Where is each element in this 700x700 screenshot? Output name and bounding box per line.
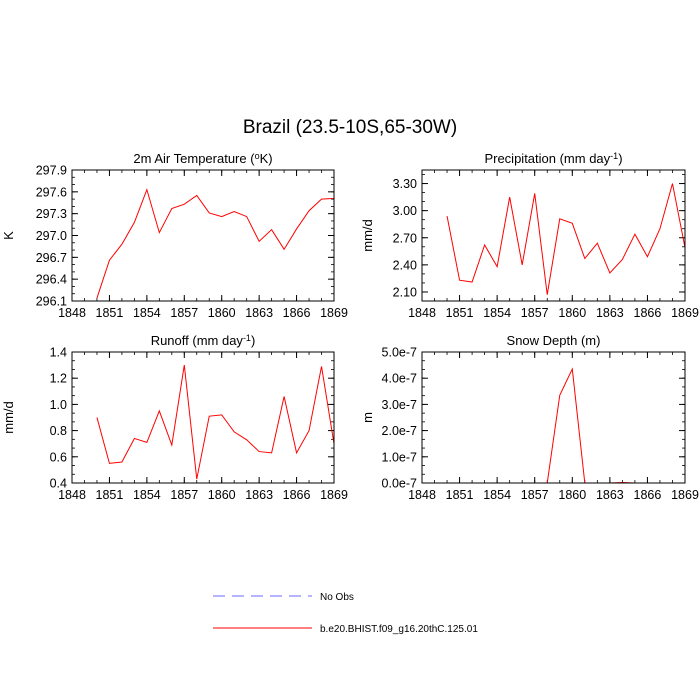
y-tick-label: 1.0e-7 [382, 450, 417, 464]
x-tick-label: 1869 [671, 306, 699, 320]
y-tick-label: 1.2 [50, 372, 67, 386]
y-axis-label: mm/d [360, 219, 375, 252]
x-tick-label: 1857 [170, 488, 198, 502]
x-tick-label: 1866 [283, 306, 311, 320]
plot-frame [71, 169, 335, 302]
y-axis-label: m [360, 412, 375, 423]
x-tick-label: 1857 [521, 488, 549, 502]
x-tick-label: 1860 [208, 488, 236, 502]
y-tick-label: 0.8 [50, 424, 67, 438]
x-tick-label: 1866 [283, 488, 311, 502]
x-tick-label: 1854 [133, 306, 161, 320]
series-line-1 [447, 367, 685, 483]
y-tick-label: 1.4 [50, 346, 67, 360]
x-tick-label: 1860 [208, 306, 236, 320]
panel-title-superscript: -1 [243, 333, 251, 343]
legend-label: b.e20.BHIST.f09_g16.20thC.125.01 [320, 624, 478, 635]
x-tick-label: 1851 [446, 306, 474, 320]
x-tick-label: 1848 [408, 488, 436, 502]
y-tick-label: 297.0 [36, 229, 67, 243]
x-tick-label: 1857 [170, 306, 198, 320]
y-axis-label: K [1, 231, 16, 240]
panel-title: Runoff (mm day-1) [151, 333, 256, 348]
y-tick-label: 297.9 [36, 164, 67, 178]
y-tick-label: 296.1 [36, 295, 67, 309]
x-tick-label: 1851 [446, 488, 474, 502]
y-tick-label: 1.0 [50, 398, 67, 412]
y-tick-label: 297.3 [36, 207, 67, 221]
x-tick-label: 1863 [596, 306, 624, 320]
legend: No Obs b.e20.BHIST.f09_g16.20thC.125.01 [213, 592, 478, 635]
x-tick-label: 1854 [133, 488, 161, 502]
y-tick-label: 5.0e-7 [382, 346, 417, 360]
x-tick-label: 1854 [483, 306, 511, 320]
panel-title: Snow Depth (m) [507, 333, 601, 348]
legend-item-1: No Obs [213, 592, 354, 603]
chart-panel-1: 2m Air Temperature (oK) 1848 1851 1854 1857 1… [1, 151, 348, 320]
series-line-1 [96, 188, 334, 299]
x-tick-label: 1866 [634, 306, 662, 320]
x-tick-label: 1854 [483, 488, 511, 502]
series-line-1 [446, 183, 685, 295]
x-tick-label: 1863 [245, 488, 273, 502]
x-tick-label: 1848 [58, 306, 86, 320]
x-tick-label: 1857 [521, 306, 549, 320]
x-tick-label: 1851 [96, 488, 124, 502]
panel-title-end: ) [618, 151, 622, 166]
plot-frame [71, 351, 335, 484]
figure-title: Brazil (23.5-10S,65-30W) [243, 117, 457, 138]
x-tick-label: 1869 [671, 488, 699, 502]
x-tick-label: 1866 [634, 488, 662, 502]
panel-title: Precipitation (mm day-1) [484, 151, 622, 166]
y-tick-label: 296.7 [36, 251, 67, 265]
plot-frame [421, 351, 686, 484]
y-tick-label: 3.00 [393, 204, 417, 218]
y-tick-label: 296.4 [36, 273, 67, 287]
x-tick-label: 1848 [58, 488, 86, 502]
panel-title-superscript: -1 [610, 151, 618, 161]
x-tick-label: 1860 [558, 488, 586, 502]
panel-title: 2m Air Temperature (oK) [133, 151, 272, 166]
y-tick-label: 4.0e-7 [382, 372, 417, 386]
y-tick-label: 0.0e-7 [382, 477, 417, 491]
panel-title-text: Snow Depth (m) [507, 333, 601, 348]
x-tick-label: 1860 [558, 306, 586, 320]
x-tick-label: 1869 [320, 488, 348, 502]
x-tick-label: 1863 [596, 488, 624, 502]
legend-label: No Obs [320, 592, 354, 603]
legend-item-2: b.e20.BHIST.f09_g16.20thC.125.01 [213, 624, 478, 635]
chart-panel-3: Runoff (mm day-1) 1848 1851 1854 1857 1860 186… [1, 333, 348, 502]
y-tick-label: 297.6 [36, 185, 67, 199]
y-tick-label: 2.0e-7 [382, 424, 417, 438]
y-tick-label: 3.30 [393, 177, 417, 191]
chart-panels: 2m Air Temperature (oK)1848 1851 1854 1857 1… [1, 151, 699, 502]
chart-panel-2: Precipitation (mm day-1) 1848 1851 1854 1857… [360, 151, 699, 320]
panel-title-text: Runoff (mm day [151, 333, 244, 348]
panel-title-text: Precipitation (mm day [484, 151, 610, 166]
x-tick-label: 1863 [245, 306, 273, 320]
x-tick-label: 1869 [320, 306, 348, 320]
y-tick-label: 3.0e-7 [382, 398, 417, 412]
plot-frame [421, 169, 686, 302]
chart-panel-4: Snow Depth (m) 1848 1851 1854 1857 1860 1863 18… [360, 333, 699, 502]
y-tick-label: 0.6 [50, 450, 67, 464]
y-tick-label: 2.70 [393, 231, 417, 245]
panel-title-text: 2m Air Temperature ( [133, 151, 255, 166]
y-axis-label: mm/d [1, 401, 16, 434]
y-tick-label: 2.10 [393, 285, 417, 299]
panel-title-end: K) [260, 151, 273, 166]
y-tick-label: 2.40 [393, 258, 417, 272]
series-line-1 [96, 365, 334, 480]
panel-title-end: ) [251, 333, 255, 348]
panel-title-superscript: o [255, 151, 260, 161]
x-tick-label: 1848 [408, 306, 436, 320]
x-tick-label: 1851 [96, 306, 124, 320]
y-tick-label: 0.4 [50, 477, 67, 491]
